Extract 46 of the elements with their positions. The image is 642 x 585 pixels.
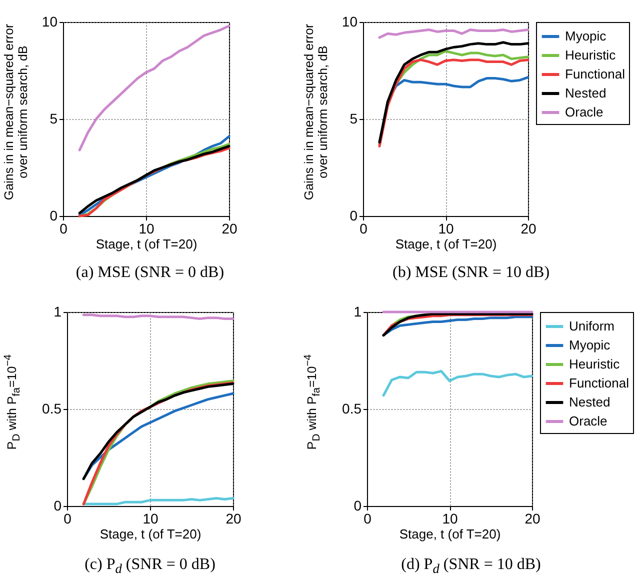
y-tick-label: 1 (354, 304, 362, 320)
legend-label: Myopic (565, 28, 607, 44)
x-tick-label: 20 (222, 220, 238, 236)
text: (d) P$_{d}$ (SNR = 10 dB) (400, 556, 542, 577)
y-axis-title: Gains in in mean−squared error over uniform search, dB (2, 22, 30, 202)
y-tick-label: 10 (342, 14, 358, 30)
y-tick-label: 0 (50, 208, 58, 224)
text: (c) P$_{d}$ (SNR = 0 dB) (84, 556, 216, 577)
y-tick-label: 0 (354, 498, 362, 514)
y-tick-label: 5 (350, 110, 358, 126)
legend-label: Heuristic (565, 48, 616, 62)
x-tick-label: 20 (524, 510, 540, 526)
x-axis-title: Stage, t (of T=20) (100, 526, 202, 542)
x-tick-label: 10 (142, 510, 158, 526)
x-axis-title: Stage, t (of T=20) (399, 526, 501, 542)
x-tick-label: 20 (520, 220, 536, 236)
y-tick-label: 10 (42, 14, 58, 30)
x-tick-label: 20 (226, 510, 242, 526)
line-series (378, 28, 530, 39)
x-tick-label: 0 (64, 510, 72, 526)
y-tick-label: 0 (350, 208, 358, 224)
x-axis-title: Stage, t (of T=20) (96, 236, 198, 252)
x-tick-label: 0 (364, 510, 372, 526)
y-tick-label: 0 (54, 498, 62, 514)
y-tick-label: 0.5 (42, 400, 62, 416)
x-tick-label: 10 (438, 220, 454, 236)
legend-label: Uniform (569, 318, 615, 334)
line-series (78, 24, 230, 152)
y-tick-label: 0.5 (342, 400, 362, 416)
x-axis-title: Stage, t (of T=20) (395, 236, 497, 252)
legend-label: Heuristic (569, 356, 620, 372)
legend-label: Nested (569, 394, 610, 410)
x-tick-label: 10 (138, 220, 154, 236)
y-axis-title: Gains in in mean−squared error over uniform search, dB (302, 22, 330, 202)
x-tick-label: 10 (442, 510, 458, 526)
y-tick-label: 5 (50, 110, 58, 126)
legend-label: Oracle (565, 104, 604, 120)
legend-label: Functional (565, 66, 626, 82)
text: (a) MSE (SNR = 0 dB) (74, 264, 226, 282)
y-tick-label: 1 (54, 304, 62, 320)
line-series (382, 370, 534, 397)
legend-label: Nested (565, 86, 606, 100)
legend-label: Oracle (569, 414, 608, 428)
legend-label: Functional (569, 376, 630, 390)
legend-label: Myopic (569, 338, 611, 352)
text: (b) MSE (SNR = 10 dB) (391, 264, 551, 282)
